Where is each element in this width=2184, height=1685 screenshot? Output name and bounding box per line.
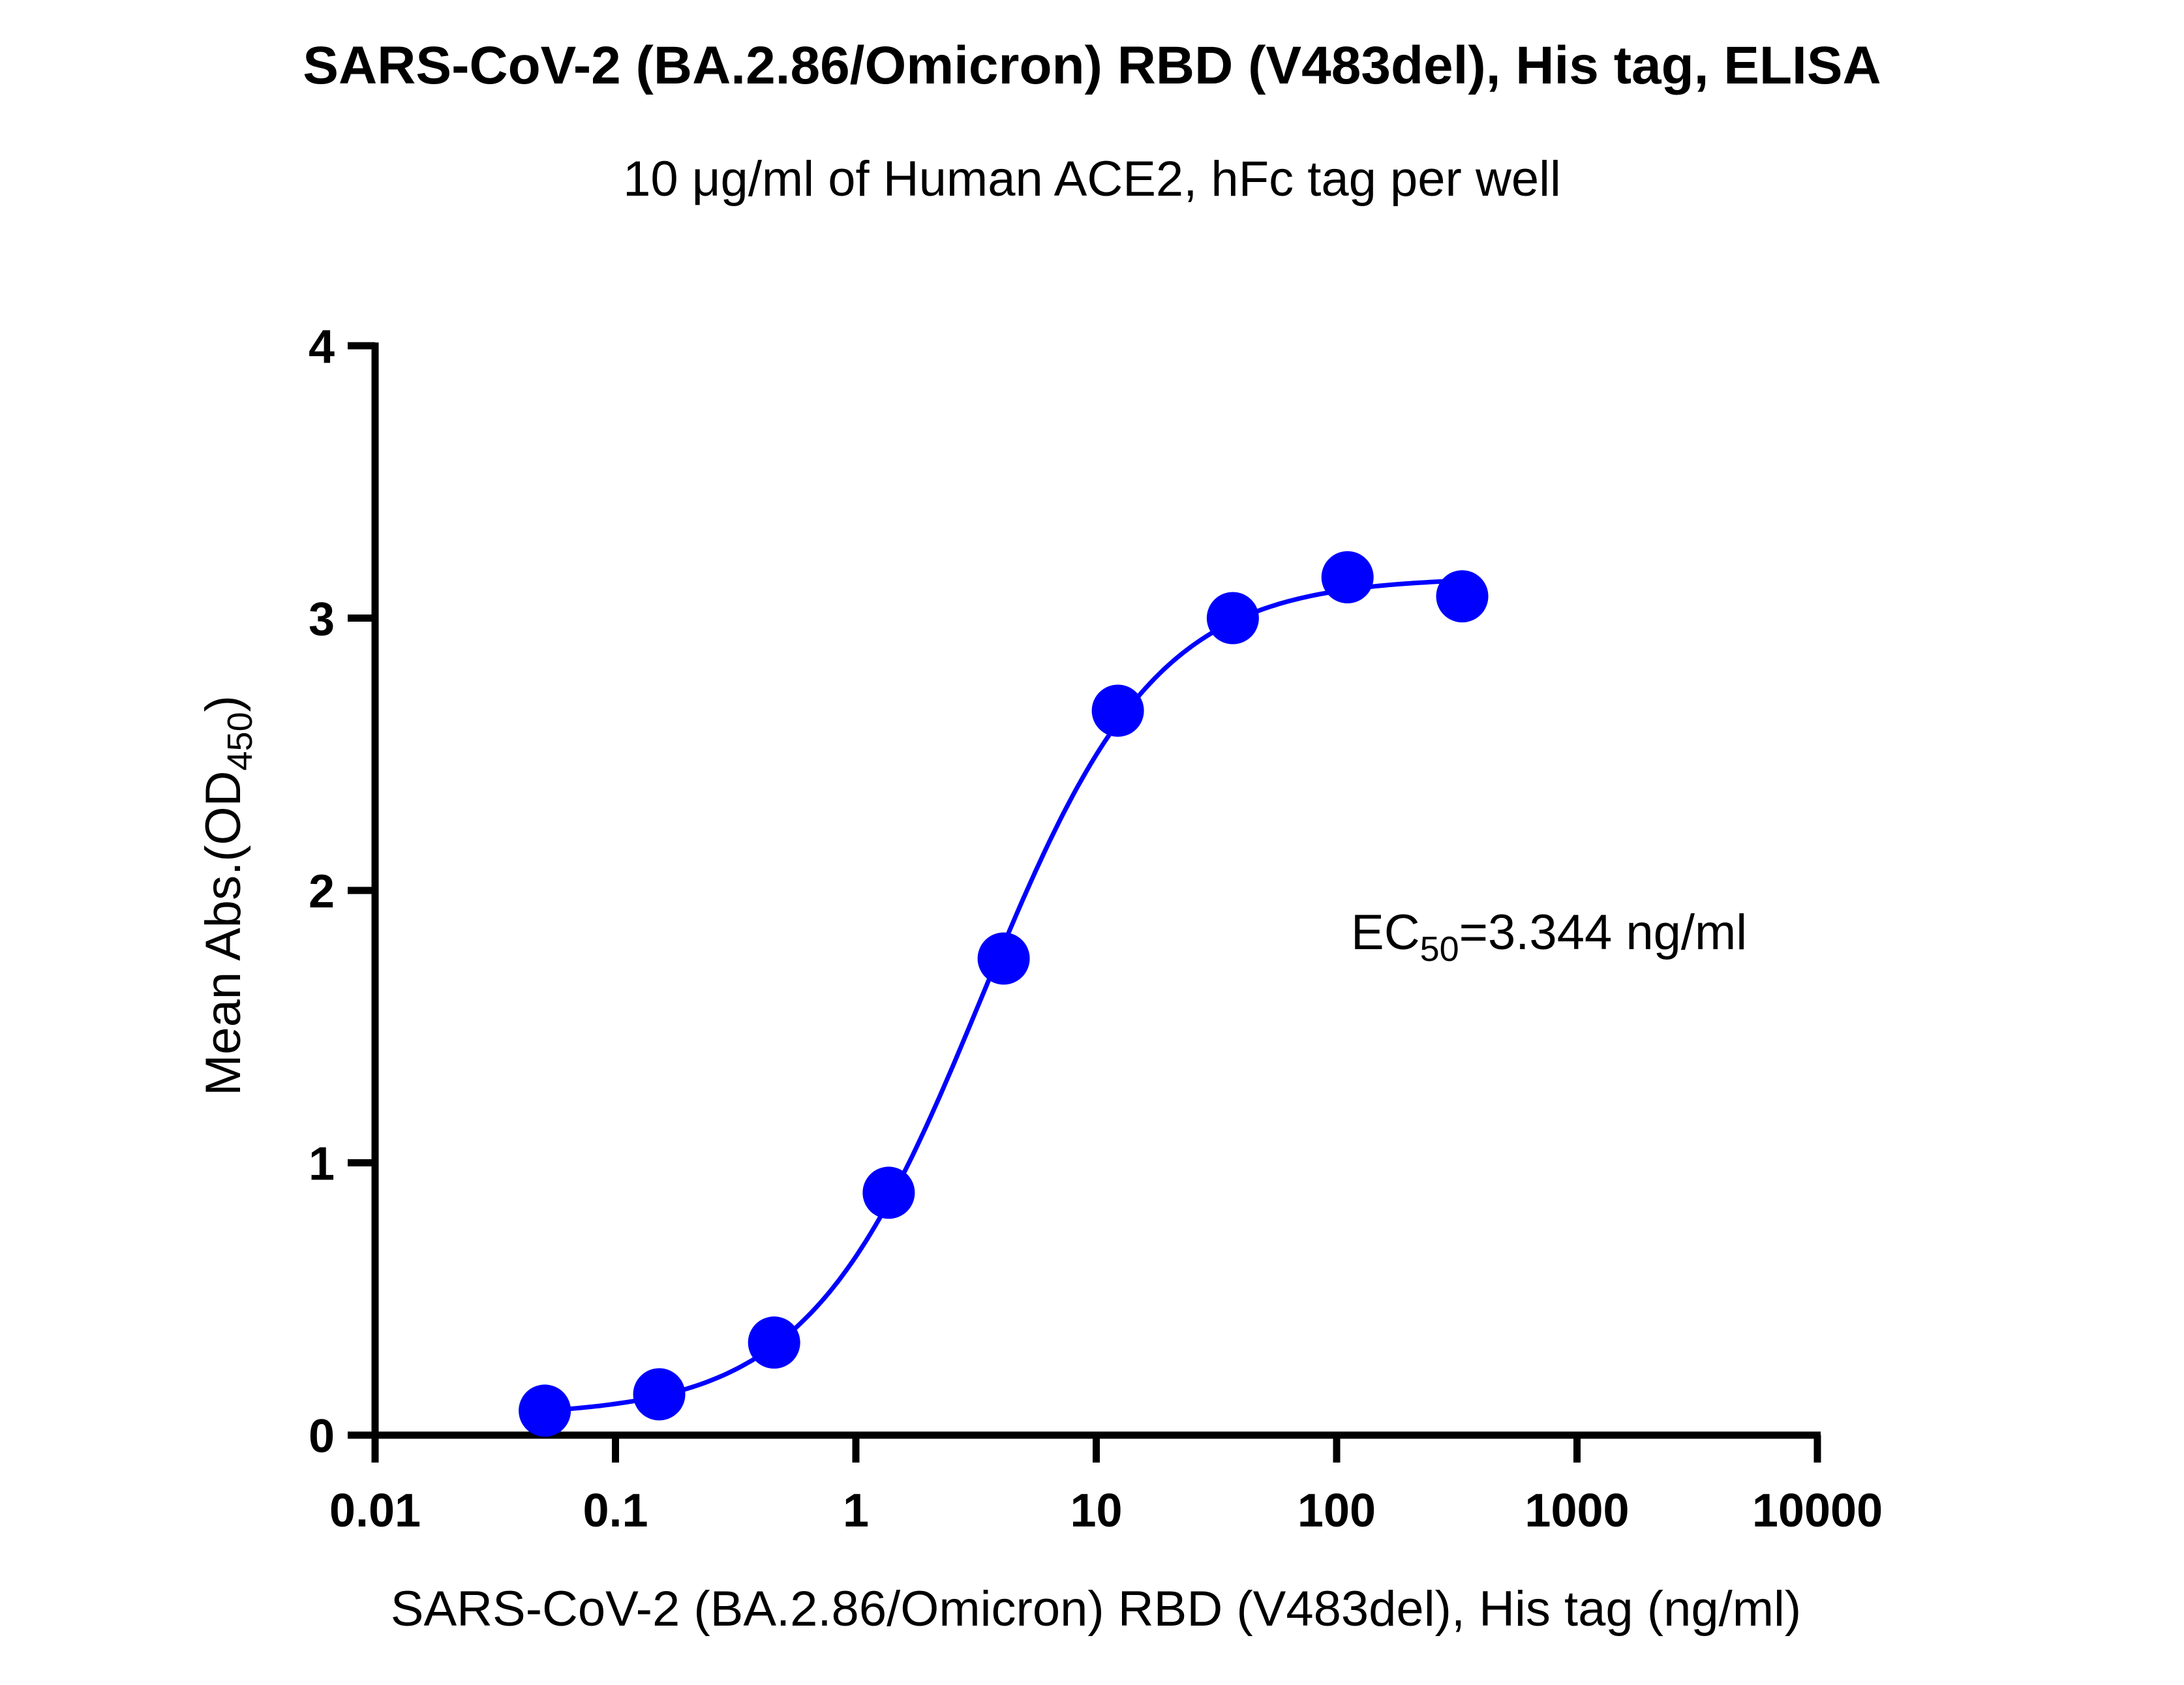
- y-axis-title-main: Mean Abs.(OD: [196, 771, 251, 1096]
- data-point: [519, 1384, 571, 1437]
- x-tick-label: 10: [1070, 1485, 1122, 1537]
- data-point: [862, 1166, 915, 1219]
- fit-curve: [544, 578, 1463, 1413]
- data-point: [1436, 570, 1489, 623]
- chart-subtitle: 10 μg/ml of Human ACE2, hFc tag per well: [623, 151, 1561, 207]
- ec50-suffix: =3.344 ng/ml: [1459, 905, 1748, 960]
- x-tick-label: 0.1: [583, 1485, 648, 1537]
- y-axis-title: Mean Abs.(OD450): [196, 695, 260, 1096]
- x-tick-label: 100: [1297, 1485, 1376, 1537]
- ec50-prefix: EC: [1351, 905, 1420, 960]
- ec50-sub: 50: [1420, 930, 1459, 969]
- x-tick-label: 1: [843, 1485, 869, 1537]
- data-point: [633, 1368, 686, 1421]
- x-axis-title: SARS-CoV-2 (BA.2.86/Omicron) RBD (V483de…: [391, 1581, 1801, 1637]
- data-point: [977, 932, 1030, 985]
- x-tick-label: 10000: [1752, 1485, 1883, 1537]
- y-tick-label: 4: [309, 321, 335, 373]
- ec50-annotation: EC50=3.344 ng/ml: [1351, 905, 1747, 969]
- x-tick-label: 1000: [1524, 1485, 1629, 1537]
- chart-title: SARS-CoV-2 (BA.2.86/Omicron) RBD (V483de…: [303, 36, 1881, 95]
- data-point: [748, 1316, 800, 1369]
- y-tick-label: 0: [309, 1410, 335, 1463]
- y-tick-label: 1: [309, 1138, 335, 1191]
- y-tick-label: 3: [309, 594, 335, 646]
- data-point: [1321, 551, 1374, 603]
- x-tick-label: 0.01: [329, 1485, 421, 1537]
- y-axis-title-sub: 450: [220, 712, 260, 770]
- data-point: [1206, 592, 1259, 645]
- y-tick-label: 2: [309, 866, 335, 918]
- y-axis-title-end: ): [196, 695, 251, 712]
- data-point: [1091, 684, 1144, 737]
